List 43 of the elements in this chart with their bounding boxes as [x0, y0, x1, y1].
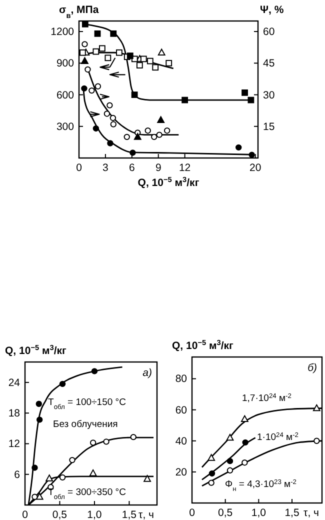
- text: а): [142, 367, 152, 379]
- y2-tick-label: 15: [263, 120, 275, 133]
- x-tick-label: 0: [22, 509, 28, 520]
- annotation: 1·10$^{24}$ м$^{-2}$: [257, 432, 299, 443]
- y-tick-label: 18: [8, 408, 20, 420]
- y2-tick-label: 60: [263, 26, 275, 38]
- x-tick-label: 1,0: [251, 507, 266, 519]
- x-tick-label: 9: [155, 162, 162, 174]
- y-tick-label: 6: [14, 468, 20, 481]
- x-tick-label: 3: [102, 162, 109, 174]
- x-tick-label: 0: [189, 507, 196, 519]
- x-tick-label: 1,5: [284, 507, 300, 519]
- x-tick-label: 0,5: [52, 509, 68, 520]
- y-tick-label: 900: [56, 58, 74, 70]
- y-tick-label: 12: [8, 438, 20, 450]
- y2-tick-label: 45: [263, 58, 275, 70]
- y-tick-label: 300: [56, 120, 74, 133]
- x-axis-title: τ, ч: [304, 507, 319, 519]
- y-axis-title: Q, 10$^{−5}$ м$^{3}$/кг: [172, 338, 234, 352]
- x-tick-label: 0: [76, 162, 82, 174]
- y-tick-label: 1200: [50, 26, 74, 38]
- annotation: 1,7·10$^{24}$ м$^{-2}$: [242, 392, 292, 404]
- y-tick-label: 40: [175, 435, 188, 448]
- y-axis-title: Q, 10$^{−5}$ м$^{3}$/кг: [5, 342, 68, 357]
- annotation: Φ$_{н}$ = 4,3·10$^{23}$ м$^{-2}$: [225, 478, 297, 492]
- y-tick-label: 20: [175, 466, 188, 478]
- annotation: T$_{обл}$ = 100÷150 °C: [48, 397, 126, 410]
- y2-axis-title: Ψ, %: [260, 4, 284, 16]
- x-tick-label: 0,5: [218, 507, 233, 519]
- x-tick-label: 1,0: [87, 509, 102, 520]
- x-tick-label: 6: [128, 162, 135, 174]
- y-tick-label: 600: [56, 89, 74, 102]
- y-axis-title: σ$_{в}$, МПа: [59, 4, 99, 20]
- x-tick-label: 1,5: [122, 509, 137, 520]
- y-tick-label: 60: [175, 404, 188, 416]
- y-tick-label: 80: [175, 373, 188, 386]
- x-tick-label: 20: [250, 162, 262, 174]
- annotation: Без облучения: [53, 419, 118, 430]
- y2-tick-label: 30: [263, 89, 275, 102]
- text: б): [308, 362, 317, 374]
- x-axis-title: Q, 10$^{−5}$ м$^{3}$/кг: [138, 174, 200, 189]
- x-axis-title: τ, ч: [138, 509, 154, 520]
- y-tick-label: 24: [8, 376, 20, 389]
